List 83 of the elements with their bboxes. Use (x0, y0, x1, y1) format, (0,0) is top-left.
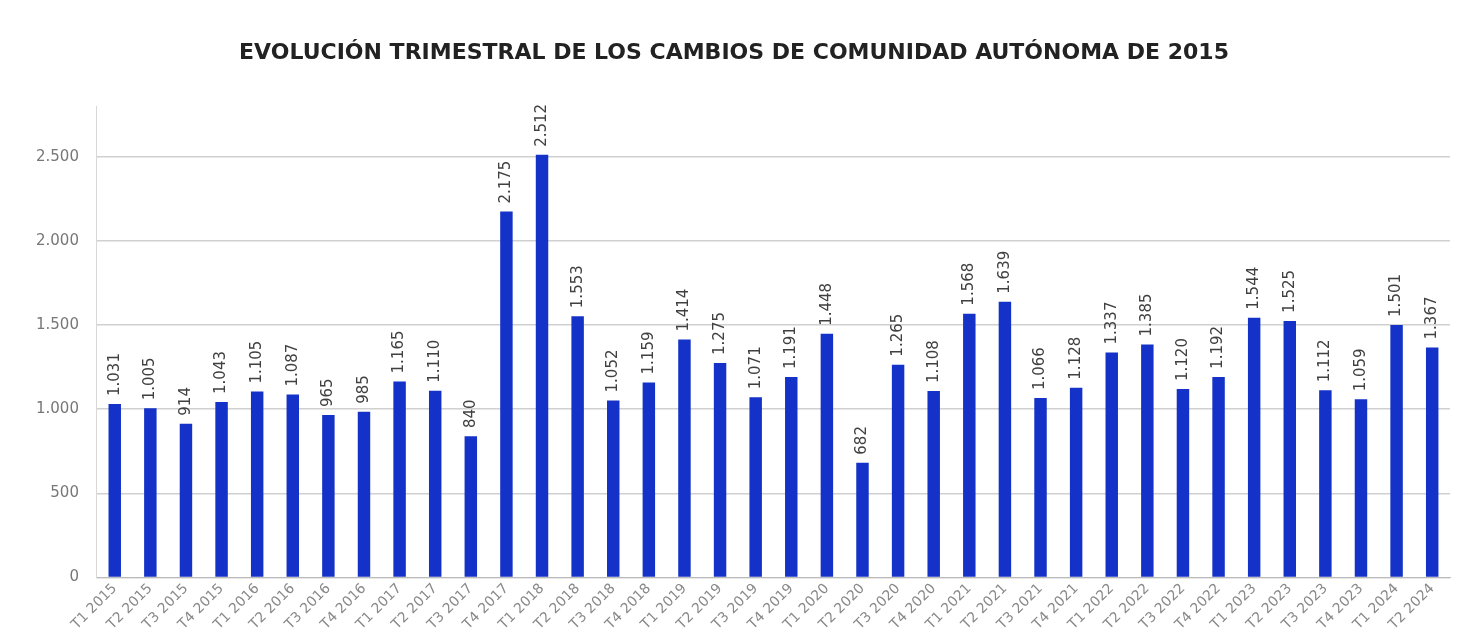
data-label: 2.512 (531, 103, 550, 147)
data-label: 1.414 (674, 288, 693, 332)
bar (963, 313, 976, 577)
bar (998, 301, 1012, 577)
bar (428, 390, 442, 577)
data-label: 1.110 (425, 339, 444, 383)
bar (1354, 399, 1368, 577)
bar (500, 211, 513, 577)
data-label: 1.385 (1137, 293, 1156, 337)
bar (891, 364, 905, 577)
data-label: 1.005 (140, 357, 159, 401)
bar (856, 462, 869, 577)
data-label: 1.553 (567, 265, 586, 309)
data-label: 965 (318, 378, 337, 408)
data-label: 840 (460, 399, 479, 429)
data-label: 914 (175, 387, 194, 416)
data-label: 1.120 (1172, 338, 1191, 382)
bar (1176, 389, 1190, 577)
data-label: 1.071 (745, 346, 764, 390)
bar (607, 400, 620, 577)
bar (179, 423, 193, 577)
bar (571, 316, 584, 577)
data-label: 1.105 (247, 340, 266, 384)
data-label: 1.052 (603, 349, 622, 393)
data-label: 1.031 (104, 353, 123, 396)
bar (713, 362, 727, 577)
bar (464, 436, 478, 577)
data-label: 1.108 (923, 340, 942, 384)
bar (1283, 320, 1296, 577)
data-label: 1.448 (816, 282, 835, 326)
data-label: 1.087 (282, 343, 301, 387)
bar (1034, 398, 1047, 577)
data-label: 1.112 (1315, 339, 1334, 383)
data-label: 1.275 (709, 311, 728, 355)
data-label: 1.639 (994, 250, 1013, 294)
y-tick-label: 0 (69, 567, 79, 586)
data-label: 2.175 (496, 160, 515, 204)
bar (357, 411, 371, 577)
bar (250, 391, 264, 577)
data-label: 1.043 (211, 351, 230, 394)
y-tick-label: 1.500 (35, 314, 79, 333)
bar (322, 415, 335, 577)
bar (927, 391, 940, 577)
data-label: 1.066 (1030, 347, 1049, 391)
data-label: 682 (852, 426, 871, 455)
data-label: 1.367 (1422, 296, 1441, 340)
bar (1069, 387, 1083, 577)
data-label: 1.525 (1279, 269, 1298, 313)
bar (820, 333, 834, 577)
data-label: 1.165 (389, 330, 408, 374)
bar (144, 408, 157, 577)
bar (286, 394, 300, 577)
bar (535, 154, 549, 577)
bar (785, 377, 798, 577)
bar (215, 401, 228, 577)
bar (1141, 344, 1154, 577)
bar (1390, 324, 1403, 577)
data-label: 1.191 (781, 326, 800, 370)
bar (393, 381, 406, 577)
data-label: 1.159 (638, 331, 657, 375)
data-label: 1.544 (1244, 266, 1263, 310)
data-label: 1.337 (1101, 301, 1120, 345)
y-tick-label: 2.500 (35, 146, 79, 165)
bar (1319, 390, 1332, 577)
bar (108, 403, 121, 577)
data-label: 985 (353, 375, 372, 404)
y-tick-label: 2.000 (35, 230, 79, 249)
data-label: 1.501 (1386, 273, 1405, 317)
y-tick-label: 500 (50, 483, 79, 502)
data-label: 1.059 (1350, 348, 1369, 392)
y-tick-label: 1.000 (35, 399, 79, 418)
data-label: 1.568 (959, 262, 978, 306)
bar (1105, 352, 1118, 577)
bar (1212, 376, 1225, 577)
data-label: 1.128 (1066, 336, 1085, 380)
bar (749, 397, 762, 577)
bar (1247, 317, 1261, 577)
bar (642, 382, 656, 577)
data-label: 1.265 (887, 313, 906, 357)
bar (1425, 347, 1439, 577)
bar (678, 339, 691, 577)
chart-title: EVOLUCIÓN TRIMESTRAL DE LOS CAMBIOS DE COMUNIDAD AUTÓNOMA DE 2015 (239, 38, 1229, 64)
data-label: 1.192 (1208, 325, 1227, 369)
